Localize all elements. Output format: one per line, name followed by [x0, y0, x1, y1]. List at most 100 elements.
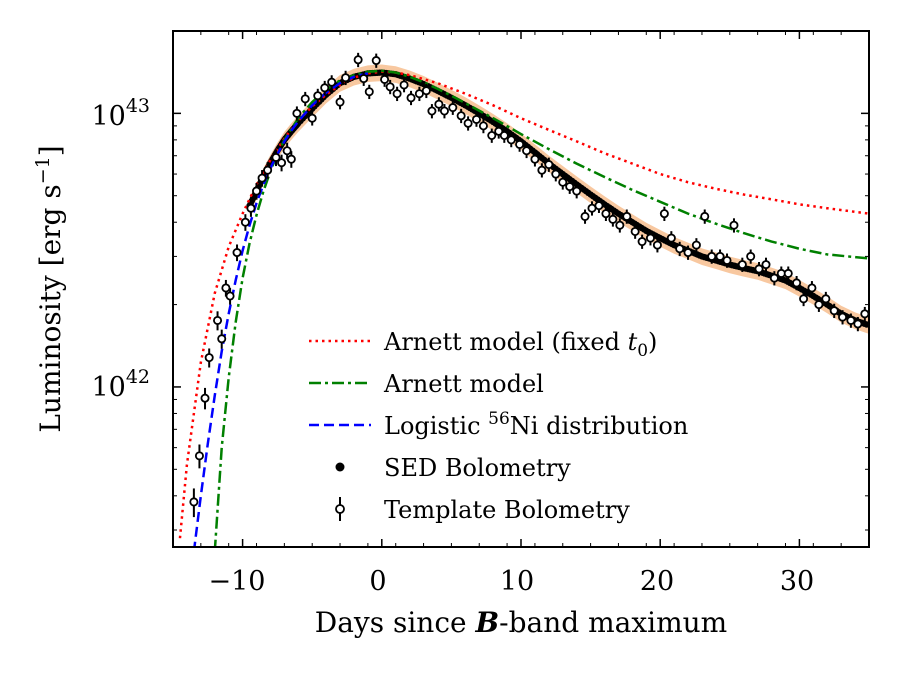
template-point	[754, 264, 764, 274]
template-point	[829, 306, 839, 316]
template-point	[427, 106, 437, 116]
legend-label-logistic: Logistic 56Ni distribution	[384, 409, 688, 440]
template-point	[821, 294, 831, 304]
template-point	[807, 283, 817, 293]
template-point	[746, 251, 756, 261]
template-point	[271, 152, 281, 162]
legend: Arnett model (fixed t0) Arnett model Log…	[309, 328, 688, 524]
legend-label-arnett: Arnett model	[383, 370, 544, 398]
template-point	[286, 154, 296, 164]
template-point	[515, 139, 525, 149]
template-point	[838, 312, 848, 322]
template-point	[799, 294, 809, 304]
template-point	[783, 268, 793, 278]
template-point	[722, 255, 732, 265]
template-point	[707, 251, 717, 261]
template-point	[263, 165, 273, 175]
template-point	[421, 86, 431, 96]
x-tick-label-0: 0	[369, 566, 386, 597]
template-point	[313, 91, 323, 101]
x-tick-label-20: 20	[640, 566, 674, 597]
template-point	[371, 56, 381, 66]
template-point	[499, 130, 509, 140]
template-point	[439, 106, 449, 116]
template-point	[307, 113, 317, 123]
template-point	[194, 451, 204, 461]
template-point	[522, 146, 532, 156]
x-tick-label--10: −10	[209, 566, 266, 597]
template-point	[622, 211, 632, 221]
template-point	[232, 248, 242, 258]
template-point	[217, 334, 227, 344]
template-point	[601, 209, 611, 219]
template-point	[204, 353, 214, 363]
template-point	[448, 103, 458, 113]
template-point	[530, 154, 540, 164]
template-point	[637, 237, 647, 247]
legend-entry-arnett: Arnett model	[309, 370, 544, 398]
legend-label-sed: SED Bolometry	[384, 454, 571, 482]
template-point	[240, 217, 250, 227]
legend-marker-sed	[335, 462, 345, 472]
template-point	[246, 203, 256, 213]
template-point	[630, 226, 640, 236]
legend-entry-logistic: Logistic 56Ni distribution	[309, 409, 688, 440]
series-line-arnett-model-fixed-t0-	[178, 70, 869, 539]
template-point	[364, 87, 374, 97]
template-point	[292, 108, 302, 118]
axis-ticks	[172, 30, 870, 547]
template-point	[282, 146, 292, 156]
x-tick-label-30: 30	[780, 566, 814, 597]
template-point	[537, 165, 547, 175]
template-point	[729, 220, 739, 230]
template-point	[380, 74, 390, 84]
template-point	[594, 201, 604, 211]
legend-entry-sed: SED Bolometry	[335, 454, 571, 482]
template-point	[659, 209, 669, 219]
plot-background	[173, 31, 869, 547]
template-point	[700, 211, 710, 221]
template-point	[189, 497, 199, 507]
template-point	[580, 211, 590, 221]
x-axis-label: Days since B-band maximum	[315, 606, 727, 639]
template-point	[761, 260, 771, 270]
legend-entry-template: Template Bolometry	[335, 496, 630, 524]
data-layer	[178, 52, 869, 547]
template-point	[615, 220, 625, 230]
template-point	[359, 74, 369, 84]
template-point	[652, 240, 662, 250]
template-point	[385, 82, 395, 92]
series-line-arnett-model	[213, 69, 869, 547]
template-point	[675, 244, 685, 254]
template-point	[392, 89, 402, 99]
template-point	[608, 214, 618, 224]
template-point	[225, 291, 235, 301]
template-point	[300, 94, 310, 104]
template-point	[277, 158, 287, 168]
x-tick-label-10: 10	[500, 566, 534, 597]
template-point	[487, 130, 497, 140]
sed-uncertainty-band	[249, 64, 869, 334]
template-point	[463, 118, 473, 128]
template-point	[572, 186, 582, 196]
template-point	[769, 273, 779, 283]
template-point	[252, 186, 262, 196]
template-point	[213, 315, 223, 325]
template-point	[327, 77, 337, 87]
template-point	[406, 93, 416, 103]
template-point	[853, 319, 863, 329]
template-point	[860, 309, 869, 319]
template-point	[434, 99, 444, 109]
template-point	[353, 55, 363, 65]
legend-label-template: Template Bolometry	[384, 496, 630, 524]
template-point	[456, 111, 466, 121]
y-axis-label: Luminosity [erg s−1]	[32, 145, 67, 432]
template-point	[683, 248, 693, 258]
template-point	[478, 121, 488, 131]
template-point	[506, 135, 516, 145]
template-point	[565, 182, 575, 192]
template-point	[737, 260, 747, 270]
template-bolometry-series	[189, 52, 869, 518]
template-point	[335, 97, 345, 107]
